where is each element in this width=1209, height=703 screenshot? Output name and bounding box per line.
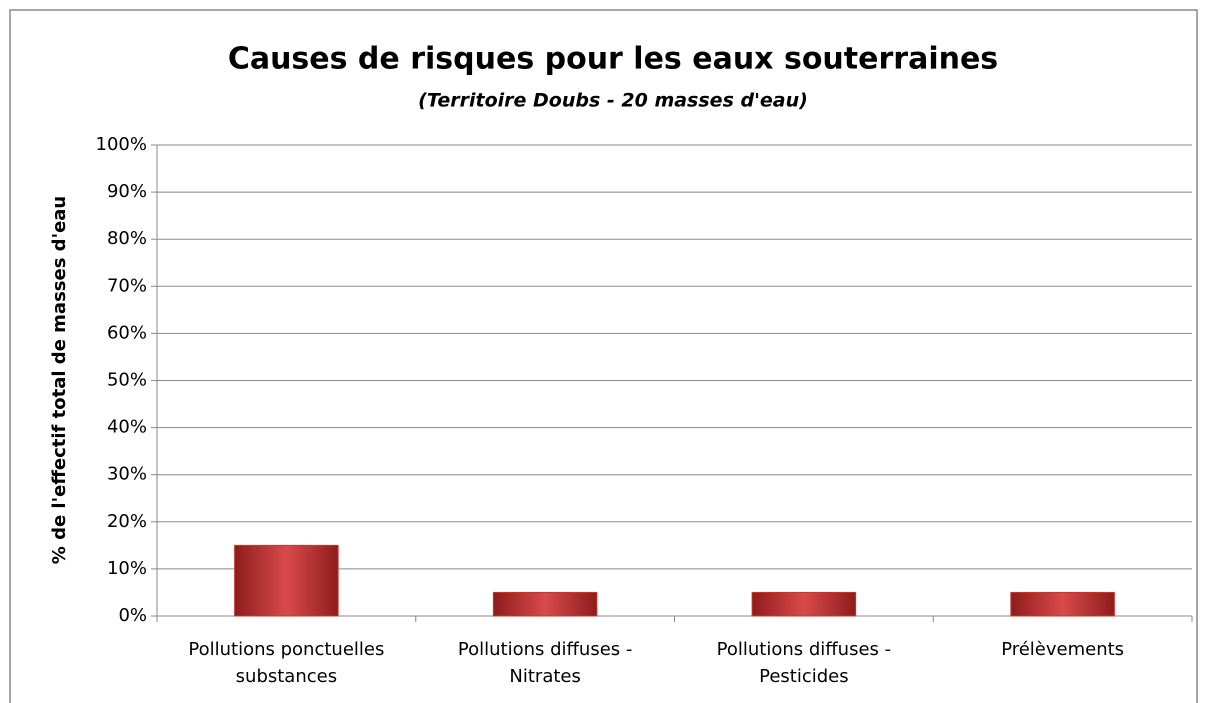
y-tick-label: 50% [107,370,147,391]
y-tick-label: 60% [107,322,147,343]
y-tick-label: 90% [107,181,147,202]
chart-frame [9,9,1198,703]
y-tick-label: 20% [107,511,147,532]
bar [1010,591,1115,617]
y-axis-label: % de l'effectif total de masses d'eau [49,196,70,564]
y-tick-label: 0% [118,605,147,626]
y-tick-label: 80% [107,228,147,249]
x-tick-label: Prélèvements [1001,639,1125,660]
y-tick-label: 100% [96,134,147,155]
bar [234,544,339,617]
y-tick-label: 30% [107,464,147,485]
y-tick-label: 10% [107,558,147,579]
chart-title: Causes de risques pour les eaux souterra… [228,42,998,77]
x-tick-label: Pollutions diffuses - Nitrates [457,639,633,687]
x-tick-label: Pollutions ponctuelles substances [188,639,385,687]
bar [751,591,857,617]
y-tick-label: 40% [107,417,147,438]
y-tick-label: 70% [107,275,147,296]
bar [492,591,598,617]
chart-subtitle: (Territoire Doubs - 20 masses d'eau) [418,90,808,112]
x-tick-label: Pollutions diffuses - Pesticides [716,639,892,687]
